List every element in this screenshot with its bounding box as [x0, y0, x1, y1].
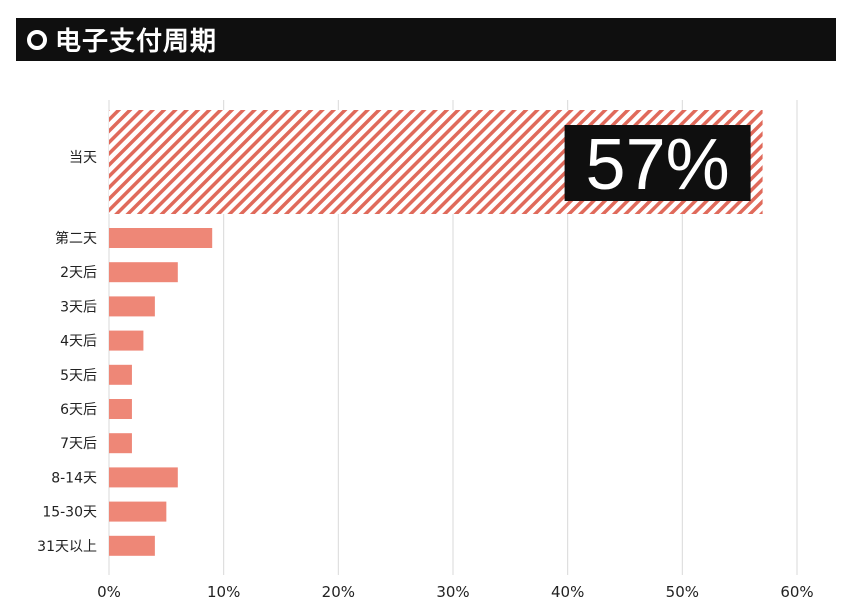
category-label: 15-30天: [42, 505, 97, 521]
category-label: 当天: [69, 150, 97, 166]
bar: [109, 262, 178, 283]
x-tick-label: 0%: [97, 583, 121, 601]
bar: [109, 535, 155, 556]
bar: [109, 467, 178, 488]
ring-icon: [27, 29, 47, 50]
category-label: 5天后: [60, 368, 97, 384]
category-label: 6天后: [60, 402, 97, 418]
highlight-value-label: 57%: [586, 125, 730, 205]
bar: [109, 330, 144, 351]
category-label: 3天后: [60, 299, 97, 315]
category-label: 7天后: [60, 436, 97, 452]
bar: [109, 501, 167, 522]
category-label: 2天后: [60, 265, 97, 281]
highlight-box: [564, 125, 751, 201]
title-bar: 电子支付周期: [16, 18, 836, 61]
x-tick-label: 40%: [551, 583, 584, 601]
bar: [109, 433, 132, 454]
category-label: 8-14天: [51, 470, 97, 486]
x-tick-label: 20%: [322, 583, 355, 601]
bar: [109, 228, 213, 248]
category-label: 31天以上: [37, 539, 97, 555]
bar: [109, 296, 155, 317]
x-tick-label: 60%: [780, 583, 813, 601]
x-tick-label: 30%: [436, 583, 469, 601]
category-label: 4天后: [60, 334, 97, 350]
category-label: 第二天: [55, 230, 97, 247]
x-tick-label: 50%: [666, 583, 699, 601]
bar: [109, 399, 132, 419]
bar: [109, 364, 132, 385]
x-tick-label: 10%: [207, 583, 240, 601]
chart-title: 电子支付周期: [55, 27, 218, 57]
